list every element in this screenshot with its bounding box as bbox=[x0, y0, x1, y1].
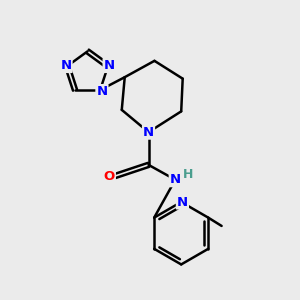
Text: N: N bbox=[143, 126, 154, 139]
Text: N: N bbox=[170, 173, 181, 186]
Text: N: N bbox=[177, 196, 188, 208]
Text: N: N bbox=[96, 85, 107, 98]
Text: H: H bbox=[183, 168, 193, 181]
Text: O: O bbox=[104, 170, 115, 183]
Text: N: N bbox=[61, 59, 72, 72]
Text: N: N bbox=[103, 59, 115, 72]
